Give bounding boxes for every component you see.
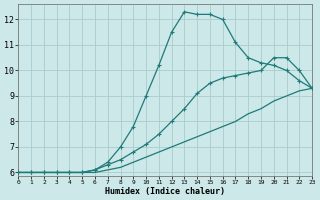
X-axis label: Humidex (Indice chaleur): Humidex (Indice chaleur) (105, 187, 225, 196)
